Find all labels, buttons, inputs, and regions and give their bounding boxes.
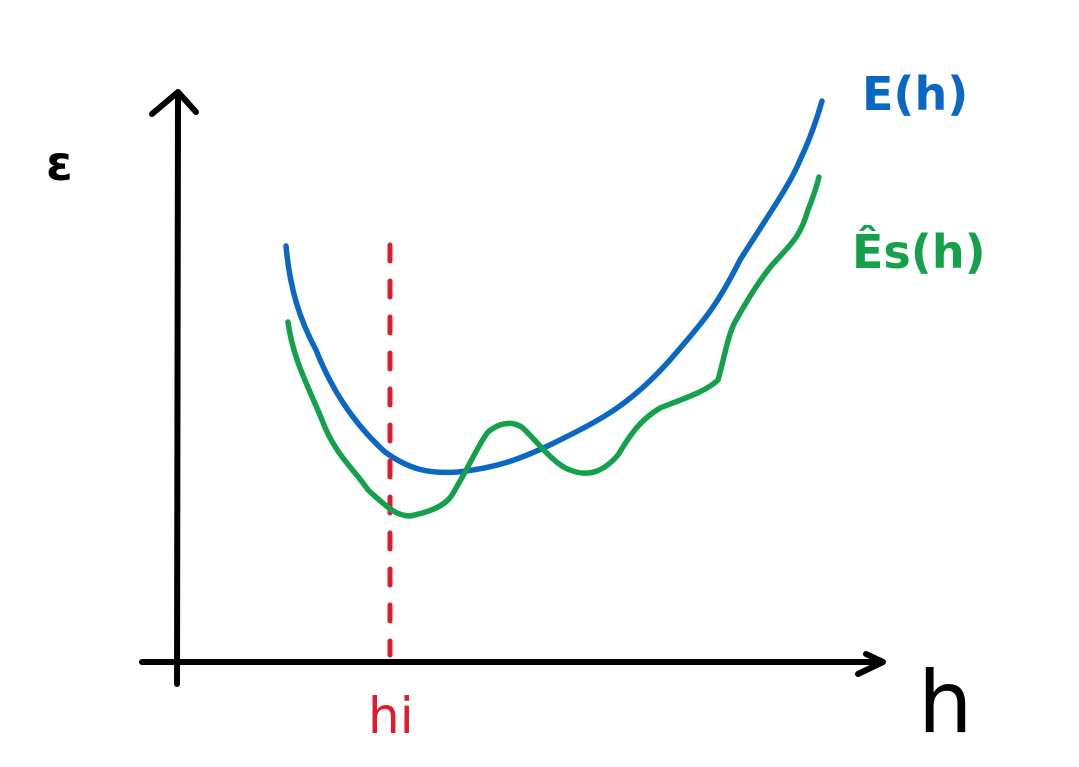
curve-true-label: E(h) bbox=[862, 67, 968, 121]
curve-empirical-error bbox=[285, 174, 822, 519]
x-axis-label: h bbox=[918, 653, 973, 753]
curve-true-error bbox=[283, 98, 825, 476]
marker-label: hi bbox=[368, 687, 414, 745]
y-axis-label: ε bbox=[46, 136, 73, 192]
arrow-up-icon bbox=[149, 89, 199, 117]
y-axis bbox=[149, 89, 199, 687]
x-axis bbox=[139, 651, 886, 677]
curve-empirical-label: Ês(h) bbox=[852, 225, 986, 279]
arrow-right-icon bbox=[855, 651, 886, 677]
y-axis-line bbox=[174, 92, 181, 687]
